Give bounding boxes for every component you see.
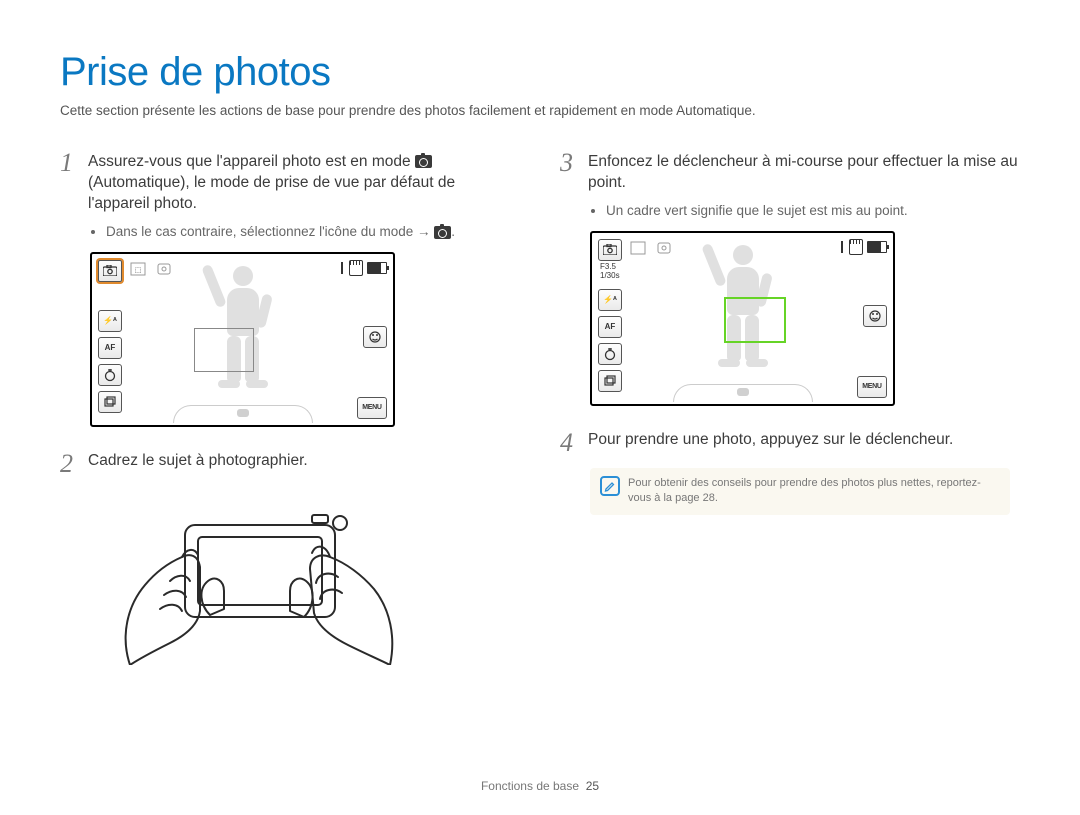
lcd-bottom-right: MENU [857, 376, 887, 398]
mode-camera-icon [598, 239, 622, 261]
step-1-bullet: Dans le cas contraire, sélectionnez l'ic… [106, 223, 520, 242]
af-icon: AF [598, 316, 622, 338]
svg-text:⬚: ⬚ [135, 267, 142, 274]
signal-bar-icon [841, 241, 843, 253]
step-1-text-b: (Automatique), le mode de prise de vue p… [88, 174, 455, 212]
effect-icon [363, 326, 387, 348]
battery-icon [367, 262, 387, 274]
tip-text: Pour obtenir des conseils pour prendre d… [628, 476, 1000, 507]
camera-mode-icon [415, 155, 432, 168]
sd-card-icon [349, 260, 363, 276]
step-1-bullets: Dans le cas contraire, sélectionnez l'ic… [106, 223, 520, 242]
step-1-bullet-text: Dans le cas contraire, sélectionnez l'ic… [106, 224, 434, 239]
step-1-text-a: Assurez-vous que l'appareil photo est en… [88, 153, 415, 170]
intro-text: Cette section présente les actions de ba… [60, 103, 1020, 118]
step-text: Pour prendre une photo, appuyez sur le d… [588, 430, 953, 456]
quality-icon [654, 239, 674, 257]
step-3: 3 Enfoncez le déclencheur à mi-course po… [560, 150, 1020, 194]
camera-mode-icon [434, 226, 451, 239]
af-icon: AF [98, 337, 122, 359]
signal-bar-icon [341, 262, 343, 274]
lcd-left-icons: ⚡ᴬ AF [98, 310, 122, 413]
left-column: 1 Assurez-vous que l'appareil photo est … [60, 150, 520, 665]
flash-auto-icon: ⚡ᴬ [598, 289, 622, 311]
tip-box: Pour obtenir des conseils pour prendre d… [590, 468, 1010, 515]
footer-section: Fonctions de base [481, 779, 579, 793]
step-text: Cadrez le sujet à photographier. [88, 451, 308, 477]
lcd-left-icons: ⚡ᴬ AF [598, 289, 622, 392]
step-number: 3 [560, 150, 578, 194]
sd-card-icon [849, 239, 863, 255]
step-text: Assurez-vous que l'appareil photo est en… [88, 150, 520, 215]
focus-frame-locked [724, 297, 786, 343]
timer-icon [598, 343, 622, 365]
step-3-bullet: Un cadre vert signifie que le sujet est … [606, 202, 1020, 221]
right-column: 3 Enfoncez le déclencheur à mi-course po… [560, 150, 1020, 665]
lcd-right-icons [363, 326, 387, 348]
menu-button-icon: MENU [357, 397, 387, 419]
shutter-speed: 1/30s [600, 272, 620, 281]
step-4: 4 Pour prendre une photo, appuyez sur le… [560, 430, 1020, 456]
quality-icon [154, 260, 174, 278]
mode-camera-icon [98, 260, 122, 282]
step-2: 2 Cadrez le sujet à photographier. [60, 451, 520, 477]
step-1: 1 Assurez-vous que l'appareil photo est … [60, 150, 520, 215]
effect-icon [863, 305, 887, 327]
lcd-top-right-icons [841, 239, 887, 255]
ground-marker [237, 409, 249, 417]
step-number: 1 [60, 150, 78, 215]
lcd-top-right-icons [341, 260, 387, 276]
lcd-screen-step3: F3.5 1/30s ⚡ᴬ AF MENU [590, 231, 895, 406]
lcd-top-left-icons: ⬚ [98, 260, 174, 282]
ground-marker [737, 388, 749, 396]
multishot-icon [598, 370, 622, 392]
flash-auto-icon: ⚡ᴬ [98, 310, 122, 332]
page-footer: Fonctions de base 25 [0, 779, 1080, 793]
hands-holding-camera-illustration [90, 485, 400, 665]
focus-frame [194, 328, 254, 372]
size-icon: ⬚ [128, 260, 148, 278]
lcd-right-icons [863, 305, 887, 327]
note-icon [600, 476, 620, 496]
multishot-icon [98, 391, 122, 413]
lcd-screen-step1: ⬚ ⚡ᴬ AF MENU [90, 252, 395, 427]
exposure-readout: F3.5 1/30s [600, 263, 620, 281]
lcd-bottom-right: MENU [357, 397, 387, 419]
footer-page-number: 25 [586, 779, 599, 793]
content-columns: 1 Assurez-vous que l'appareil photo est … [60, 150, 1020, 665]
lcd-top-left-icons [598, 239, 674, 261]
step-number: 4 [560, 430, 578, 456]
timer-icon [98, 364, 122, 386]
menu-button-icon: MENU [857, 376, 887, 398]
page-title: Prise de photos [60, 50, 1020, 95]
battery-icon [867, 241, 887, 253]
step-3-bullets: Un cadre vert signifie que le sujet est … [606, 202, 1020, 221]
size-icon [628, 239, 648, 257]
step-number: 2 [60, 451, 78, 477]
step-text: Enfoncez le déclencheur à mi-course pour… [588, 150, 1020, 194]
